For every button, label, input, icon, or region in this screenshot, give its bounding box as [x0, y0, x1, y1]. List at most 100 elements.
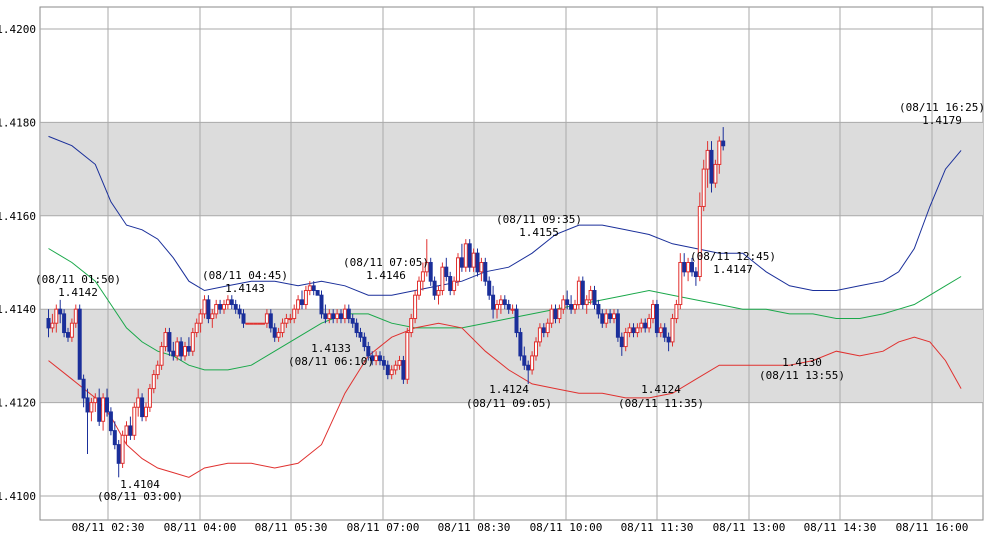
candle-body: [584, 299, 589, 306]
candle: [136, 388, 141, 417]
annotation-high-value: 1.4143: [225, 282, 265, 295]
candle: [495, 299, 499, 319]
candle-body: [140, 397, 145, 418]
candle: [315, 290, 320, 296]
candle: [46, 309, 51, 338]
candle-body: [662, 327, 667, 338]
candle: [561, 295, 566, 314]
candle: [108, 407, 113, 436]
candle: [210, 309, 215, 328]
candle-body: [510, 308, 515, 311]
candle: [483, 257, 488, 286]
candle-body: [264, 313, 269, 324]
candle: [565, 290, 570, 310]
candle-body: [627, 327, 632, 334]
annotation-high-value: 1.4179: [922, 114, 962, 127]
candle: [120, 430, 125, 468]
candle: [385, 360, 390, 380]
y-tick-label: 1.4140: [0, 303, 36, 316]
annotation-low-time: (08/11 11:35): [618, 397, 704, 410]
candle-body: [151, 374, 156, 390]
y-tick-label: 1.4100: [0, 490, 36, 503]
annotation-high-time: (08/11 12:45): [690, 250, 776, 263]
candle: [545, 318, 550, 338]
candle-body: [116, 444, 121, 464]
candle-body: [506, 304, 511, 310]
candle-body: [608, 313, 613, 320]
candle: [670, 313, 675, 347]
candle-body: [612, 313, 616, 320]
candle: [627, 323, 632, 338]
candle-body: [214, 304, 219, 315]
candle: [409, 313, 414, 338]
candle: [604, 309, 609, 328]
candle-body: [444, 266, 449, 278]
candle: [471, 248, 476, 272]
candle: [530, 351, 535, 375]
candle-body: [155, 364, 160, 376]
candle: [436, 285, 441, 305]
candle: [214, 299, 219, 319]
candle-body: [647, 318, 652, 329]
candle-body: [303, 290, 308, 306]
candle: [89, 397, 94, 422]
candle-body: [194, 322, 199, 334]
candle-body: [284, 318, 289, 324]
candle: [350, 313, 355, 328]
candle: [428, 257, 433, 286]
candle: [77, 304, 82, 380]
candle: [693, 267, 698, 286]
candle-body: [674, 304, 679, 320]
candle: [58, 299, 63, 324]
x-tick-label: 08/11 02:30: [72, 521, 145, 534]
candle: [491, 285, 496, 319]
candle-body: [534, 341, 538, 357]
candle-body: [272, 327, 277, 338]
candle: [85, 388, 90, 454]
candle-body: [362, 336, 367, 348]
candle-body: [280, 322, 285, 334]
candle: [475, 248, 480, 277]
candle-body: [101, 397, 106, 422]
candle: [666, 332, 671, 352]
candle: [658, 323, 663, 338]
candle: [93, 393, 98, 412]
candle: [327, 309, 332, 324]
candle-body: [342, 308, 347, 320]
candle: [557, 304, 562, 324]
candle-body: [198, 313, 203, 324]
candle-body: [635, 327, 640, 334]
candle-body: [709, 149, 714, 184]
candle-body: [378, 355, 382, 362]
candle-body: [222, 304, 226, 310]
candle-body: [253, 322, 258, 325]
candle: [151, 369, 156, 394]
candle-body: [693, 271, 698, 278]
candle-body: [62, 313, 67, 334]
candle: [662, 323, 667, 342]
candle-body: [514, 308, 519, 334]
candle: [358, 327, 363, 342]
x-tick-label: 08/11 04:00: [164, 521, 237, 534]
candle: [132, 402, 137, 440]
candle: [261, 322, 265, 325]
candle: [167, 327, 172, 356]
candle: [518, 327, 523, 361]
candle-body: [576, 280, 581, 306]
candle-body: [124, 425, 129, 436]
candle-body: [615, 313, 620, 338]
candle: [186, 337, 191, 356]
candle: [319, 290, 324, 319]
candle: [342, 304, 347, 324]
candle: [389, 365, 394, 380]
candle: [534, 337, 538, 361]
candle: [541, 323, 546, 338]
annotation-low-time: (08/11 13:55): [759, 369, 845, 382]
candle-body: [225, 299, 230, 306]
candle-body: [459, 257, 464, 268]
candle-body: [183, 346, 187, 357]
candle: [647, 313, 652, 333]
candle-body: [311, 285, 316, 292]
candle: [198, 309, 203, 333]
candle-body: [233, 304, 238, 310]
